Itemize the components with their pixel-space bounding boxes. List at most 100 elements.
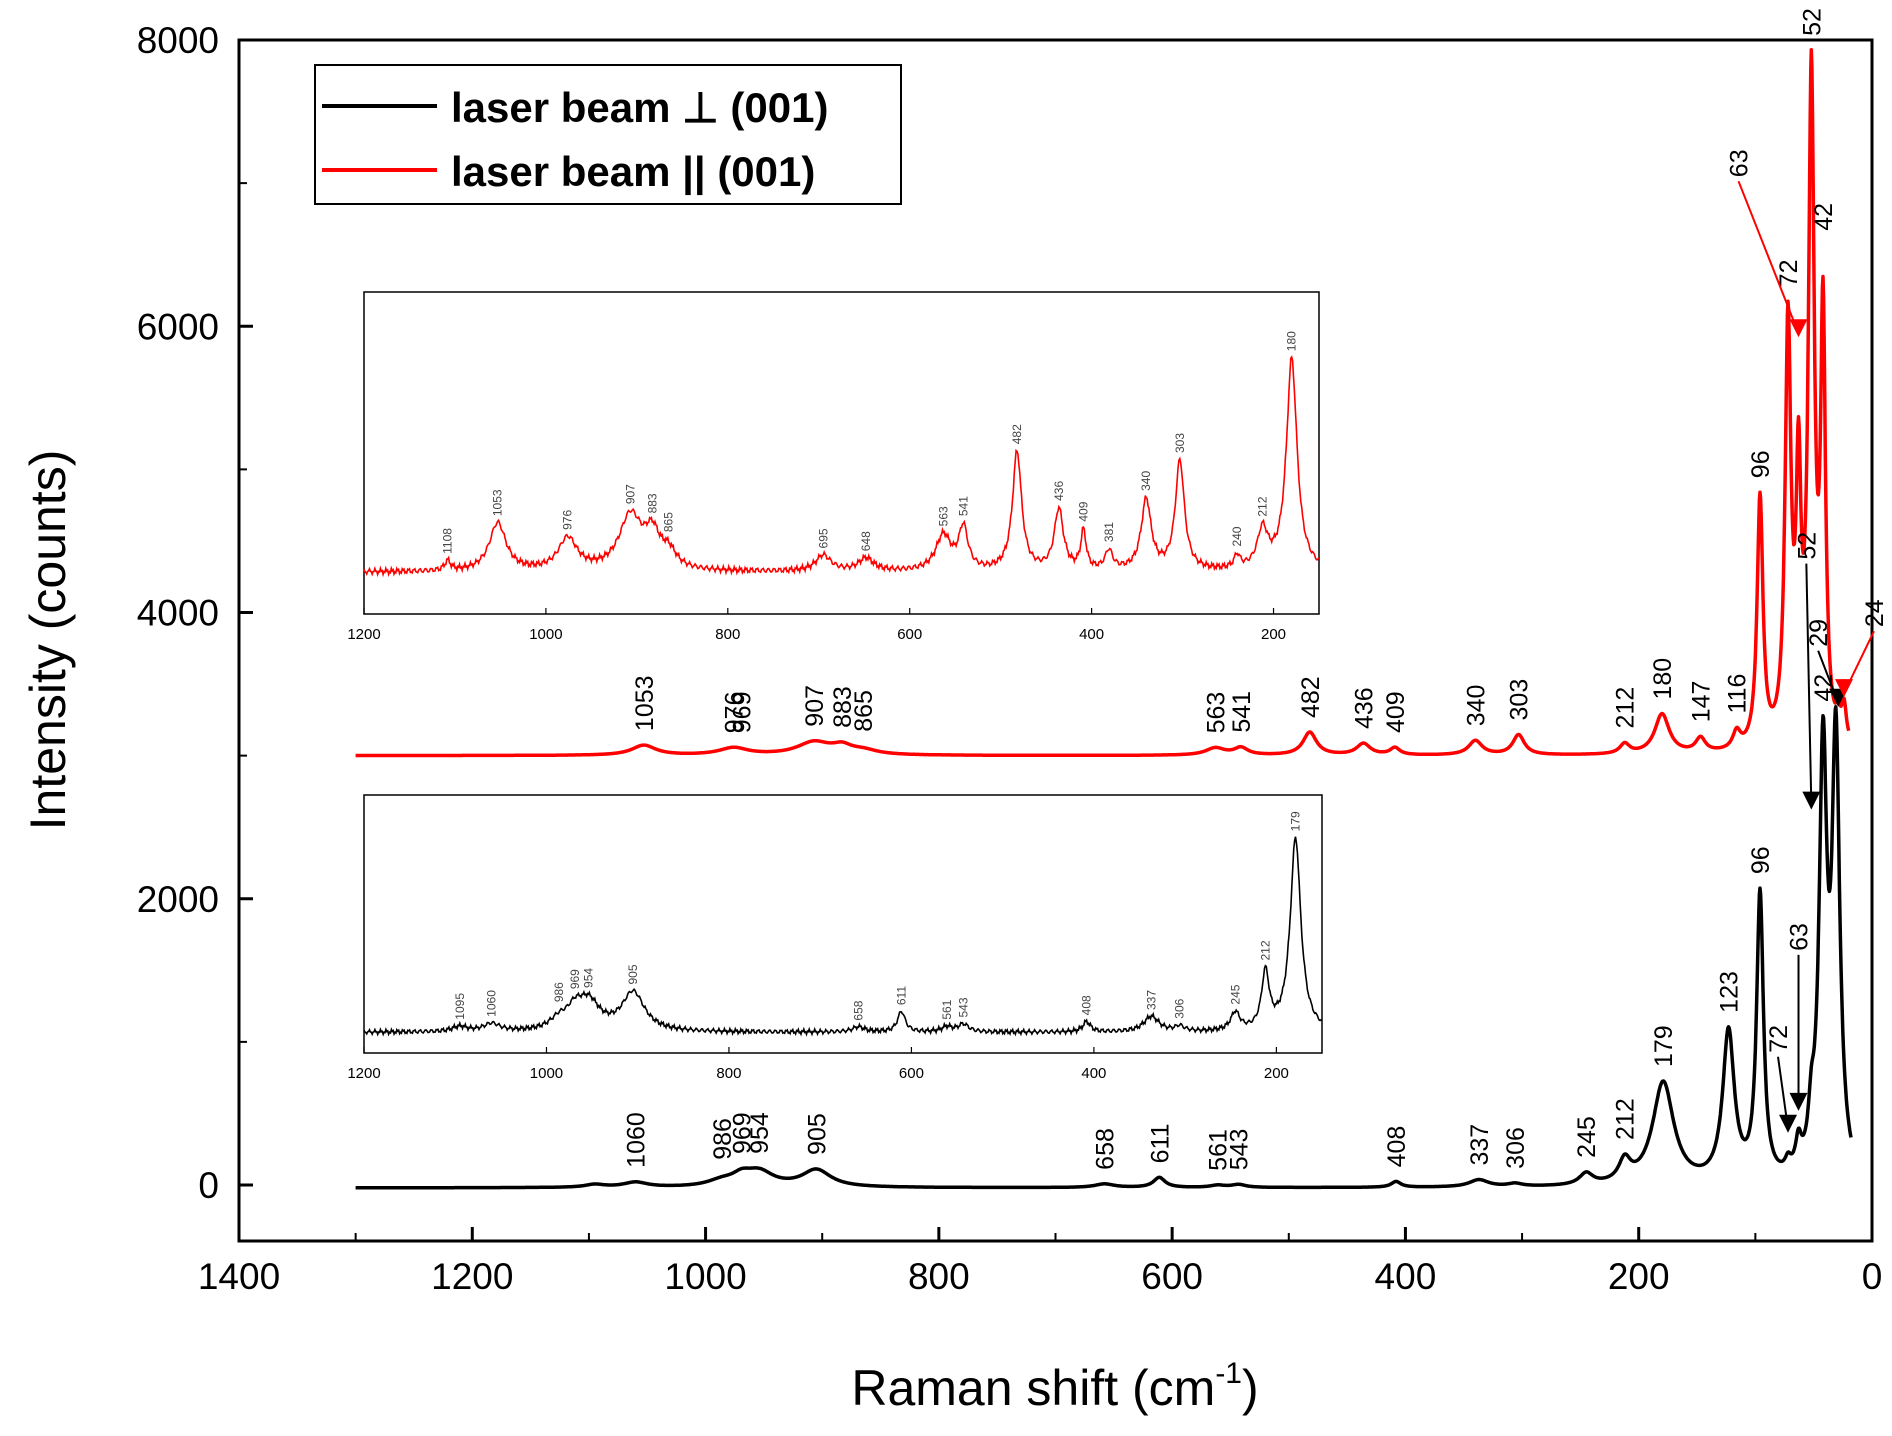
peak-label: 306: [1502, 1127, 1530, 1169]
peak-label: 969: [729, 1112, 757, 1154]
x-tick-label: 1200: [431, 1256, 513, 1297]
peak-label: 543: [1226, 1129, 1254, 1171]
arrow-head-icon: [1779, 1114, 1798, 1133]
inset-peak-label: 1060: [485, 990, 499, 1017]
inset-x-tick-label: 400: [1081, 1065, 1106, 1082]
inset-peak-label: 865: [662, 512, 676, 532]
inset-peak-label: 179: [1289, 811, 1303, 831]
peak-label: 561: [1205, 1129, 1233, 1171]
inset-peak-label: 212: [1256, 496, 1270, 516]
peak-label: 212: [1612, 1098, 1640, 1140]
peak-label: 52: [1798, 8, 1826, 36]
peak-label: 147: [1688, 681, 1716, 723]
inset-peak-label: 180: [1285, 331, 1299, 351]
peak-label: 482: [1297, 676, 1325, 718]
x-tick-label: 800: [908, 1256, 970, 1297]
annotation-arrow: [1805, 563, 1813, 806]
peak-label: 865: [850, 690, 878, 732]
peak-label: 63: [1726, 149, 1754, 177]
inset-peak-label: 1053: [491, 489, 505, 516]
inset-perpendicular-frame: [363, 794, 1323, 1054]
peak-label: 29: [1805, 619, 1833, 647]
inset-peak-label: 954: [581, 968, 595, 988]
inset-peak-label: 1095: [453, 993, 467, 1020]
arrow-head-icon: [1802, 791, 1821, 810]
inset-x-tick-label: 200: [1261, 626, 1286, 643]
peak-label: 116: [1724, 674, 1752, 714]
inset-peak-label: 436: [1052, 481, 1066, 501]
inset-x-tick-label: 1200: [347, 626, 380, 643]
y-tick-label: 0: [198, 1165, 219, 1206]
inset-peak-label: 695: [816, 528, 830, 548]
peak-label: 212: [1612, 687, 1640, 729]
inset-peak-label: 561: [940, 999, 954, 1019]
peak-label: 986: [709, 1118, 737, 1160]
inset-peak-label: 245: [1228, 984, 1242, 1004]
peak-label: 905: [803, 1113, 831, 1155]
inset-peak-label: 543: [956, 997, 970, 1017]
peak-label: 1053: [631, 675, 659, 731]
y-tick-label: 8000: [137, 20, 219, 61]
inset-peak-label: 212: [1258, 940, 1272, 960]
peak-label: 883: [829, 686, 857, 728]
peak-label: 24: [1861, 599, 1889, 627]
x-tick-label: 200: [1608, 1256, 1670, 1297]
inset-x-tick-label: 800: [716, 1065, 741, 1082]
inset-peak-label: 381: [1102, 522, 1116, 542]
peak-label: 42: [1810, 203, 1838, 231]
peak-label: 179: [1650, 1025, 1678, 1067]
plot-frame: [237, 38, 1874, 1243]
peak-label: 63: [1786, 923, 1814, 951]
inset-peak-label: 303: [1173, 433, 1187, 453]
peak-label: 907: [801, 685, 829, 727]
arrow-head-icon: [1789, 319, 1808, 338]
inset-x-tick-label: 400: [1079, 626, 1104, 643]
arrow-head-icon: [1789, 1092, 1808, 1111]
peak-label: 658: [1091, 1128, 1119, 1170]
inset-peak-label: 986: [552, 982, 566, 1002]
inset-parallel-line: [363, 355, 1320, 578]
series-line-parallel: [354, 48, 1851, 758]
peak-label: 245: [1573, 1116, 1601, 1158]
inset-peak-label: 658: [852, 1000, 866, 1020]
inset-perpendicular-line: [363, 836, 1323, 1037]
peak-label: 96: [1747, 846, 1775, 874]
peak-label: 436: [1350, 687, 1378, 729]
peak-label: 52: [1793, 532, 1821, 560]
inset-peak-label: 611: [894, 986, 908, 1005]
inset-peak-label: 648: [859, 531, 873, 551]
peak-label: 72: [1775, 260, 1803, 288]
inset-x-tick-label: 200: [1264, 1065, 1289, 1082]
inset-x-tick-label: 600: [899, 1065, 924, 1082]
inset-x-tick-label: 1000: [529, 626, 562, 643]
y-axis-title: Intensity (counts): [20, 450, 76, 831]
inset-peak-label: 563: [936, 506, 950, 526]
legend-box: [314, 64, 902, 205]
y-tick-label: 6000: [137, 306, 219, 347]
x-tick-label: 1400: [198, 1256, 280, 1297]
inset-peak-label: 337: [1144, 990, 1158, 1010]
inset-peak-label: 408: [1080, 995, 1094, 1015]
peak-label: 337: [1466, 1124, 1494, 1166]
annotation-arrow: [1737, 180, 1800, 334]
peak-label: 969: [729, 692, 757, 734]
inset-peak-label: 482: [1010, 424, 1024, 444]
legend: laser beam ⊥ (001) laser beam || (001): [314, 64, 902, 205]
peak-label: 954: [746, 1112, 774, 1154]
y-tick-label: 2000: [137, 879, 219, 920]
inset-peak-label: 340: [1139, 471, 1153, 491]
peak-label: 408: [1383, 1126, 1411, 1168]
inset-x-tick-label: 800: [715, 626, 740, 643]
peak-label: 340: [1462, 685, 1490, 727]
legend-label-perp: laser beam ⊥ (001): [451, 84, 828, 131]
peak-label: 976: [721, 692, 749, 734]
peak-label: 611: [1146, 1123, 1174, 1163]
inset-peak-label: 905: [626, 964, 640, 984]
peak-label: 303: [1506, 679, 1534, 721]
inset-peak-label: 541: [956, 496, 970, 516]
series-line-perpendicular: [354, 705, 1853, 1190]
x-tick-label: 0: [1862, 1256, 1883, 1297]
peak-label: 541: [1228, 691, 1256, 733]
peak-label: 409: [1382, 691, 1410, 733]
